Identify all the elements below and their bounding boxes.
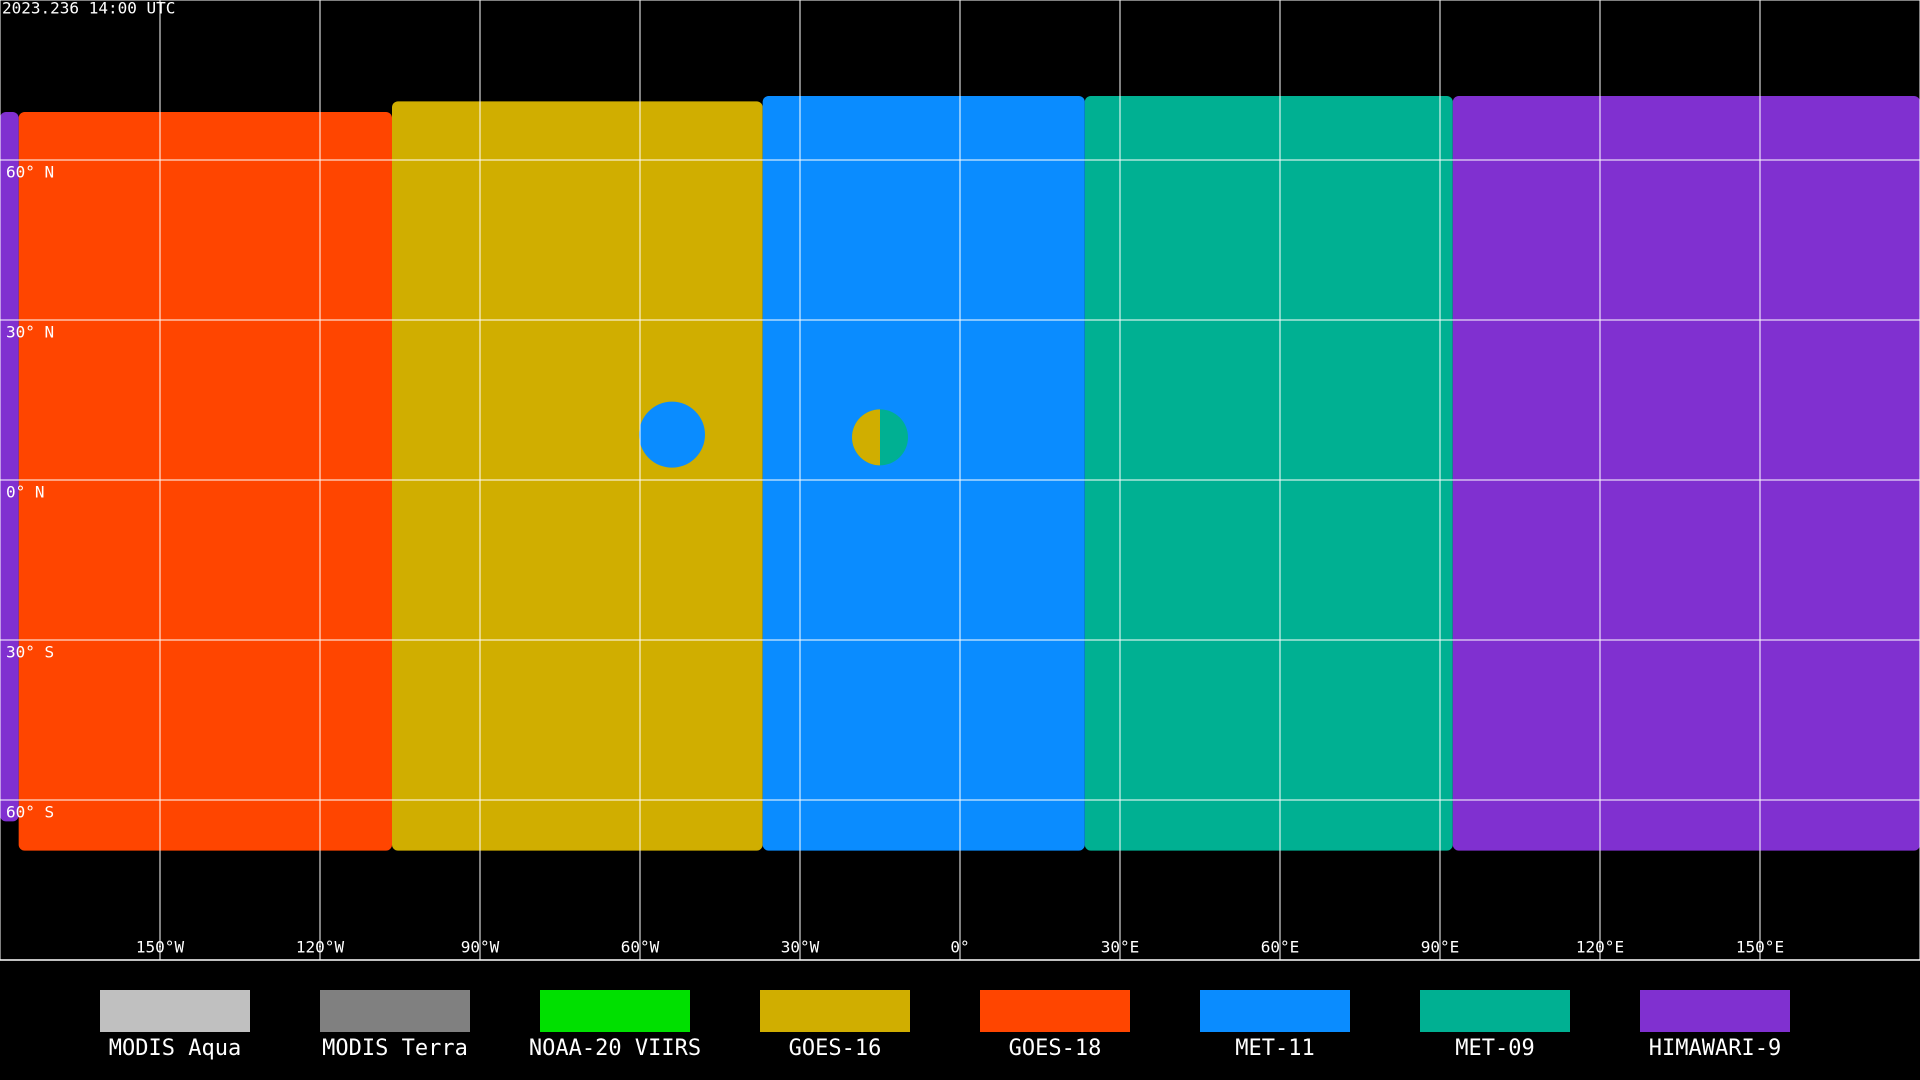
lon-label: 150°E (1736, 938, 1784, 957)
lon-label: 30°W (781, 938, 820, 957)
coverage-band (1084, 96, 1453, 851)
legend-swatch (100, 990, 250, 1032)
legend-label: MET-09 (1455, 1036, 1534, 1061)
graticule: 150°W 120°W 90°W 60°W 30°W 0° 30°E 60°E 90°E 120°… (0, 0, 1920, 961)
legend-swatch (1200, 990, 1350, 1032)
legend-swatch (1640, 990, 1790, 1032)
legend-swatch (320, 990, 470, 1032)
legend-swatch (980, 990, 1130, 1032)
legend-label: GOES-16 (789, 1036, 882, 1061)
coverage-band (1452, 96, 1920, 851)
lat-label: 60° S (6, 803, 54, 822)
coverage-band (762, 96, 1085, 851)
coverage-band (392, 101, 763, 851)
legend-swatch (760, 990, 910, 1032)
legend-swatch (1420, 990, 1570, 1032)
legend-label: MODIS Terra (322, 1036, 468, 1061)
legend-label: HIMAWARI-9 (1649, 1036, 1781, 1061)
coverage-band (18, 112, 393, 851)
lat-label: 30° S (6, 643, 54, 662)
lat-label: 30° N (6, 323, 54, 342)
legend-label: MODIS Aqua (109, 1036, 241, 1061)
legend-label: NOAA-20 VIIRS (529, 1036, 701, 1061)
lon-label: 60°W (621, 938, 660, 957)
lat-label: 60° N (6, 163, 54, 182)
lon-label: 90°W (461, 938, 500, 957)
lon-label: 120°E (1576, 938, 1624, 957)
legend: MODIS Aqua MODIS Terra NOAA-20 VIIRS GOES-1… (100, 990, 1790, 1061)
coverage-bands (0, 96, 1920, 851)
lon-label: 30°E (1101, 938, 1140, 957)
coverage-spot (852, 409, 880, 466)
lon-label: 60°E (1261, 938, 1300, 957)
lon-label: 120°W (296, 938, 345, 957)
legend-swatch (540, 990, 690, 1032)
coverage-band (0, 112, 19, 822)
lon-label: 150°W (136, 938, 185, 957)
timestamp: 2023.236 14:00 UTC (2, 0, 175, 18)
lon-label: 0° (950, 938, 969, 957)
lon-label: 90°E (1421, 938, 1460, 957)
lat-label: 0° N (6, 483, 45, 502)
legend-label: MET-11 (1235, 1036, 1314, 1061)
legend-label: GOES-18 (1009, 1036, 1102, 1061)
coverage-spot (639, 401, 705, 468)
